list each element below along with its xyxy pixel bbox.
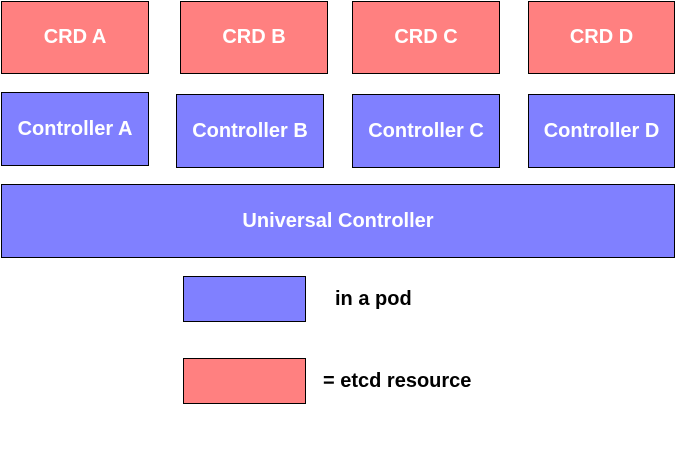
crd-c-label: CRD C: [394, 26, 458, 48]
legend-etcd-swatch: [183, 358, 306, 404]
universal-controller-label: Universal Controller: [242, 209, 434, 232]
crd-b-box: CRD B: [180, 1, 328, 74]
controller-a-box: Controller A: [1, 92, 149, 166]
crd-d-label: CRD D: [569, 26, 634, 48]
crd-a-box: CRD A: [1, 1, 149, 74]
crd-d-box: CRD D: [528, 1, 675, 74]
controller-d-label: Controller D: [543, 119, 660, 142]
controller-b-label: Controller B: [192, 119, 308, 142]
crd-c-box: CRD C: [352, 1, 500, 74]
universal-controller-box: Universal Controller: [1, 184, 675, 258]
controller-c-label: Controller C: [368, 119, 484, 142]
crd-a-label: CRD A: [43, 26, 107, 48]
controller-a-label: Controller A: [17, 117, 133, 140]
controller-c-box: Controller C: [352, 94, 500, 168]
legend-pod-swatch: [183, 276, 306, 322]
legend-etcd-label: = etcd resource: [323, 370, 472, 392]
crd-b-label: CRD B: [222, 26, 286, 48]
legend-pod-label: in a pod: [335, 288, 412, 310]
controller-d-box: Controller D: [528, 94, 675, 168]
controller-b-box: Controller B: [176, 94, 324, 168]
